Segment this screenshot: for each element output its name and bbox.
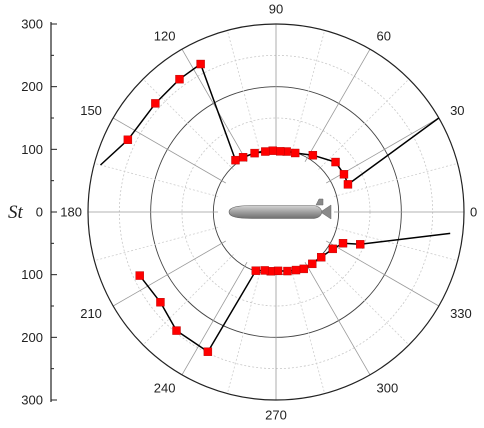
angle-tick-label: 30 (450, 103, 464, 118)
radial-tick-label: 200 (21, 79, 43, 94)
radial-tick-label: 200 (21, 330, 43, 345)
data-point-marker (135, 271, 144, 280)
data-point-marker (331, 157, 340, 167)
angle-tick-label: 210 (80, 306, 102, 321)
minor-spoke (94, 162, 277, 213)
data-point-marker (251, 266, 261, 275)
data-point-marker (175, 74, 184, 84)
minor-spoke (142, 211, 277, 346)
series-2 (135, 232, 451, 356)
data-point-marker (268, 146, 277, 155)
minor-spoke (275, 211, 410, 346)
data-point-marker (273, 266, 283, 276)
outer-ring (87, 23, 465, 401)
angle-tick-label: 90 (269, 2, 283, 17)
submarine-icon (228, 198, 332, 220)
data-point-marker (328, 244, 337, 254)
angle-tick-label: 330 (450, 306, 472, 321)
data-point-marker (156, 298, 165, 307)
data-point-marker (123, 135, 133, 144)
angle-tick-label: 60 (377, 29, 391, 44)
data-point-marker (316, 252, 326, 262)
data-point-marker (308, 259, 317, 269)
data-point-marker (291, 265, 301, 275)
minor-spoke (275, 30, 326, 213)
data-point-marker (290, 148, 300, 158)
angle-tick-label: 270 (265, 408, 287, 423)
data-point-marker (172, 326, 181, 335)
minor-spoke (94, 211, 277, 262)
radial-tick-label: 100 (21, 267, 43, 282)
data-point-marker (203, 347, 213, 356)
minor-spoke (226, 30, 277, 213)
data-point-marker (308, 151, 318, 160)
minor-spoke (275, 211, 458, 262)
data-point-marker (196, 59, 205, 69)
data-point-marker (238, 153, 248, 162)
angle-tick-label: 240 (154, 380, 176, 395)
minor-spoke (226, 211, 277, 394)
minor-spoke (275, 162, 458, 213)
angle-tick-label: 150 (80, 103, 102, 118)
data-point-marker (299, 264, 308, 274)
radial-tick-label: 100 (21, 142, 43, 157)
data-point-marker (231, 155, 240, 165)
series-1 (99, 59, 440, 189)
angle-tick-label: 300 (377, 380, 399, 395)
angle-labels: 0 30 60 90 120 150 180 210 240 270 300 330 (60, 2, 477, 423)
angle-tick-label: 0 (470, 205, 477, 220)
data-point-marker (260, 266, 269, 275)
radial-axis: 0 100 100 200 200 300 300 (21, 17, 57, 408)
radial-tick-label: 0 (36, 205, 43, 220)
data-series (99, 59, 451, 356)
data-point-marker (356, 240, 365, 249)
data-point-marker (151, 99, 160, 108)
data-point-marker (250, 148, 259, 158)
angle-tick-label: 180 (60, 205, 82, 220)
data-point-marker (283, 266, 292, 276)
radial-tick-label: 300 (21, 17, 43, 32)
radial-axis-label: St (8, 202, 24, 223)
data-point-marker (276, 147, 285, 156)
minor-spoke (142, 78, 277, 213)
minor-spoke (275, 78, 410, 213)
minor-spoke (275, 211, 326, 394)
center-graphic (218, 154, 334, 270)
radial-tick-label: 300 (21, 393, 43, 408)
data-point-marker (343, 180, 353, 189)
data-point-marker (339, 170, 349, 179)
data-point-marker (261, 147, 270, 156)
angle-tick-label: 120 (154, 29, 176, 44)
data-point-marker (338, 239, 348, 248)
